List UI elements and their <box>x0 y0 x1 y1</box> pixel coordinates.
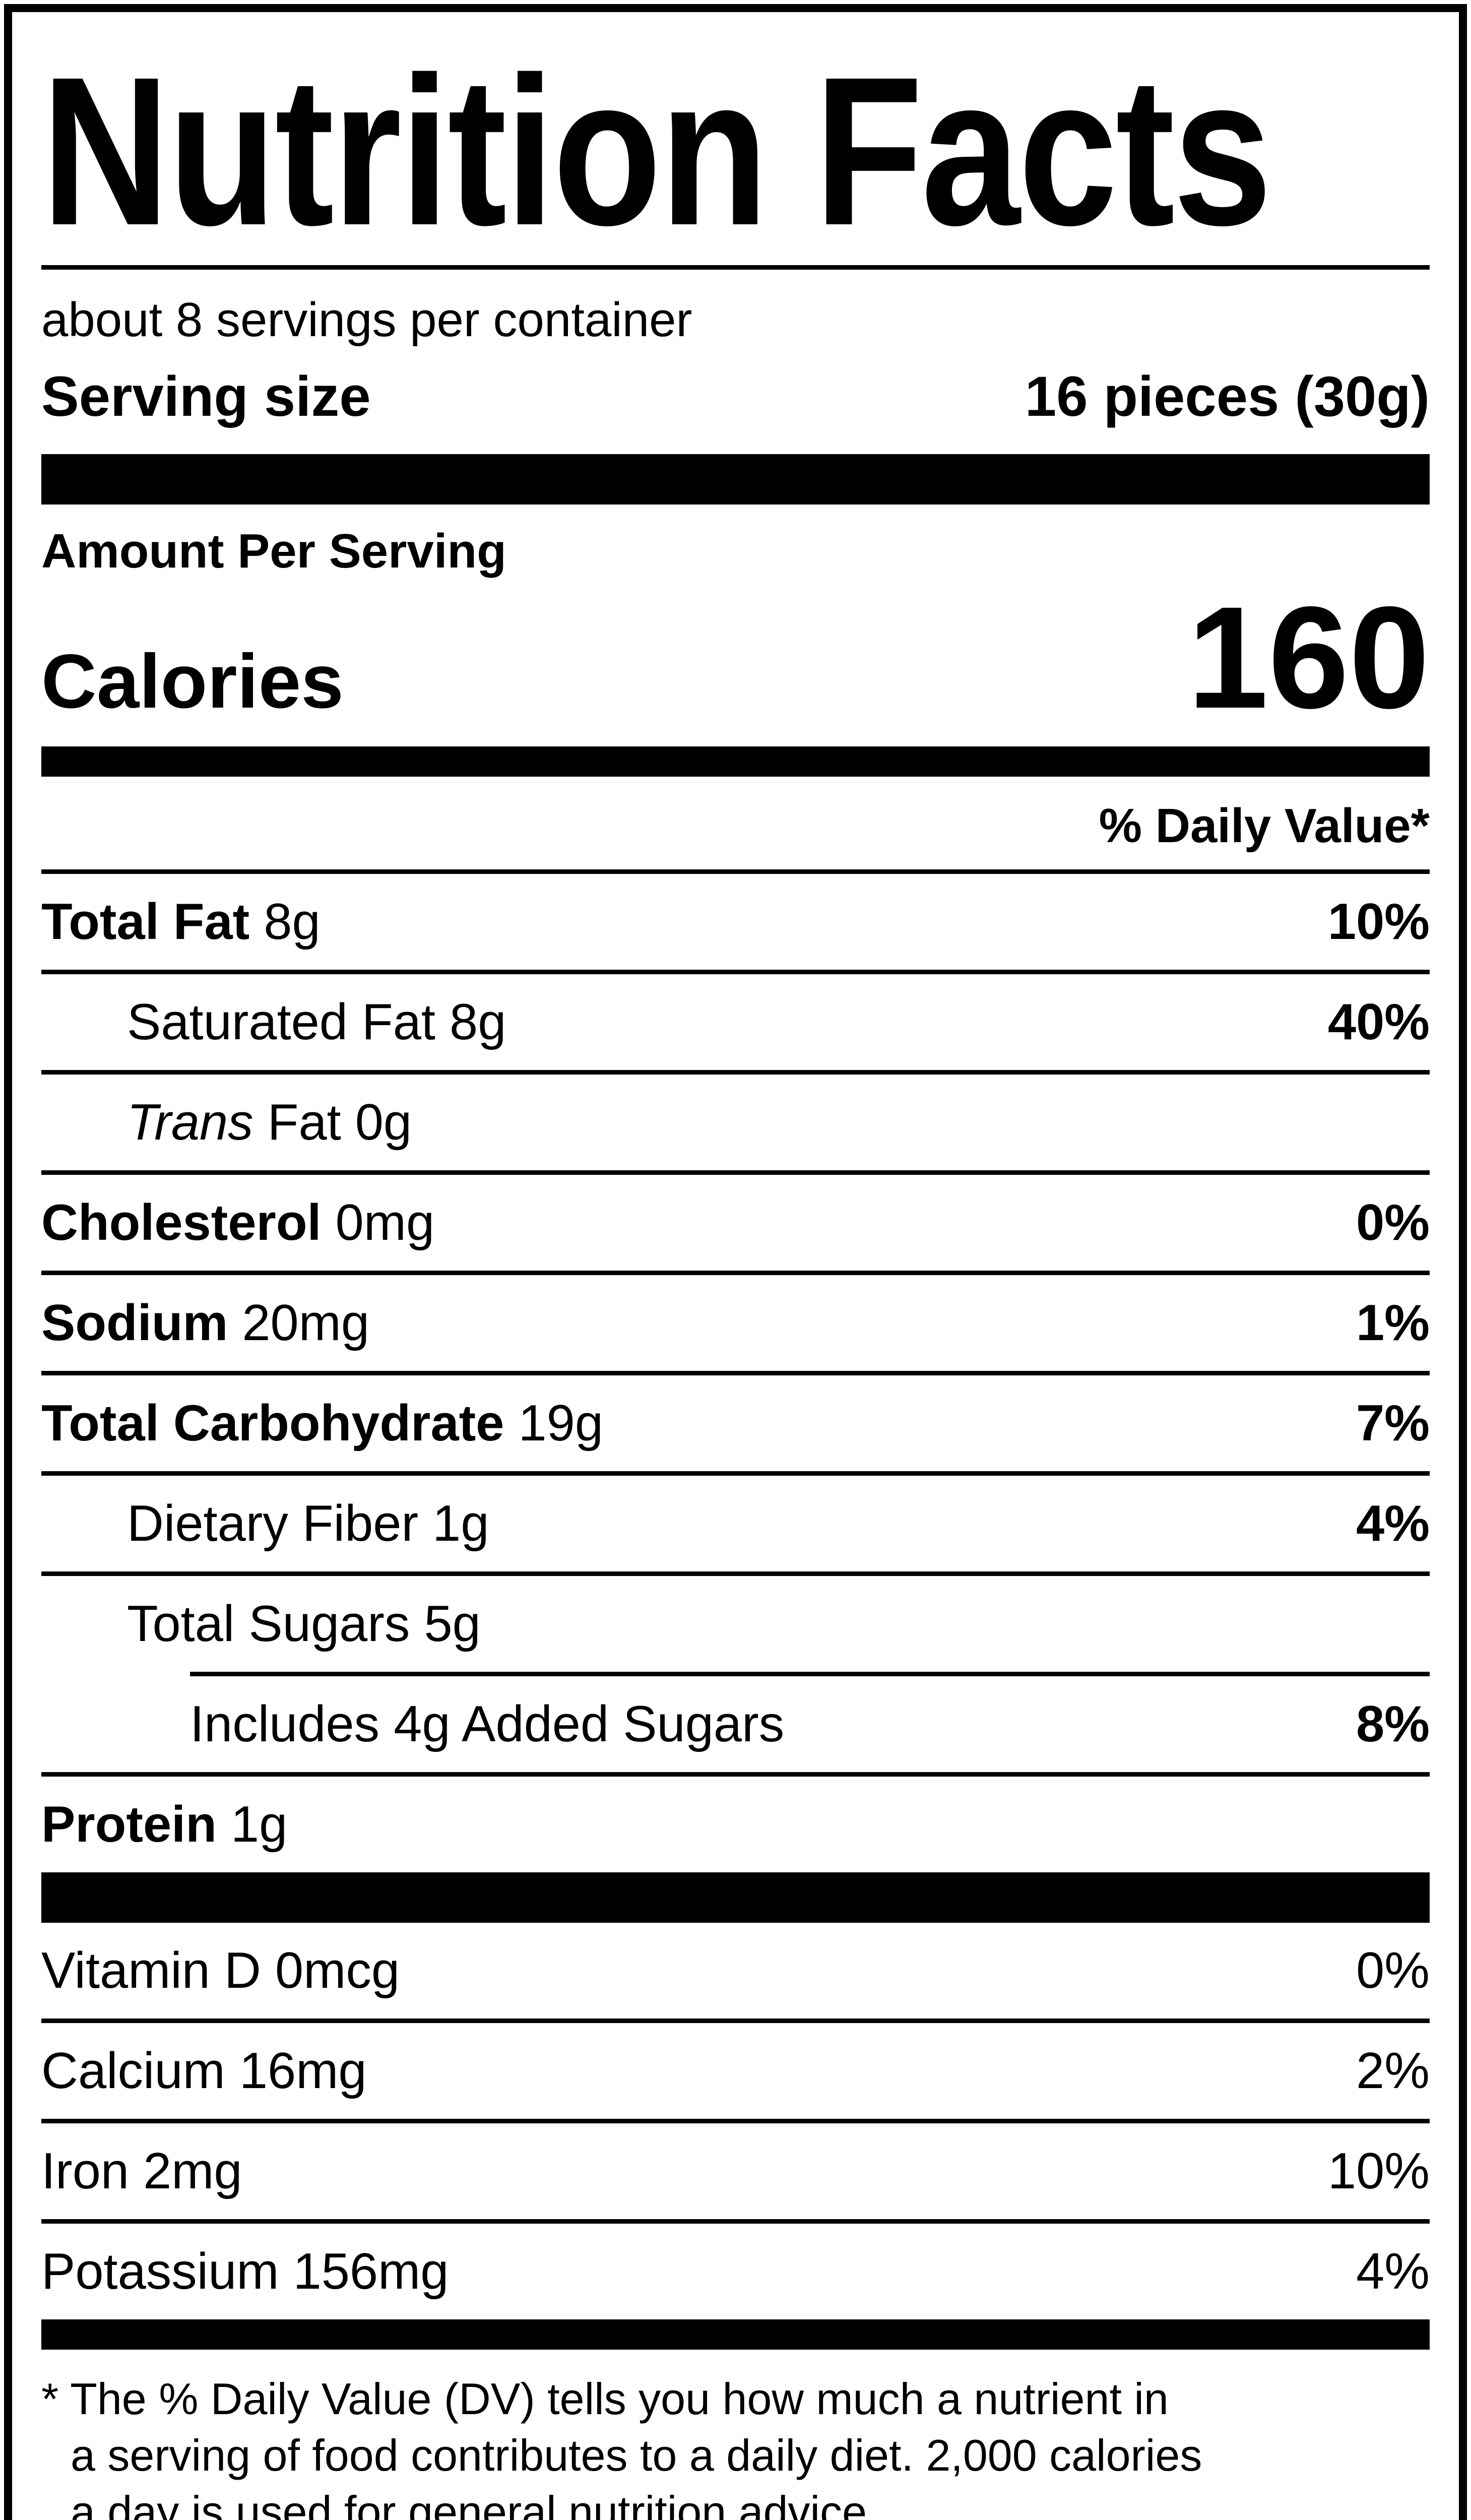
footnote-line: a day is used for general nutrition advi… <box>71 2487 879 2520</box>
nutrient-row: Total Fat 8g 10% <box>41 874 1430 970</box>
nutrient-row: Dietary Fiber 1g 4% <box>41 1476 1430 1571</box>
nutrient-name: Total Sugars 5g <box>127 1596 481 1652</box>
serving-size-label: Serving size <box>41 365 371 428</box>
nutrient-row: Total Carbohydrate 19g 7% <box>41 1375 1430 1471</box>
divider-rule <box>41 1571 1430 1576</box>
daily-value-percent: 2% <box>1356 2043 1430 2099</box>
nutrient-name: Potassium 156mg <box>41 2243 449 2300</box>
nutrient-row: Protein 1g <box>41 1777 1430 1872</box>
divider-rule <box>41 1471 1430 1476</box>
thick-divider-bar <box>41 1872 1430 1923</box>
vitamin-row: Iron 2mg 10% <box>41 2123 1430 2219</box>
vitamin-row: Calcium 16mg 2% <box>41 2023 1430 2119</box>
daily-value-percent: 10% <box>1327 2143 1430 2199</box>
footnote-line: * The % Daily Value (DV) tells you how m… <box>41 2374 1169 2424</box>
calories-row: Calories 160 <box>41 582 1430 746</box>
daily-value-header: % Daily Value* <box>1099 799 1430 853</box>
divider-rule <box>41 1371 1430 1375</box>
divider-rule <box>41 1170 1430 1175</box>
nutrient-row: Sodium 20mg 1% <box>41 1275 1430 1371</box>
footnote-line: a serving of food contributes to a daily… <box>71 2430 1202 2480</box>
servings-per-container: about 8 servings per container <box>41 293 692 347</box>
nutrition-facts-label: Nutrition Facts about 8 servings per con… <box>4 4 1467 2520</box>
divider-rule <box>41 1070 1430 1075</box>
divider-rule <box>41 970 1430 974</box>
daily-value-percent: 7% <box>1356 1395 1430 1452</box>
nutrient-name: Sodium 20mg <box>41 1295 370 1351</box>
daily-value-percent: 0% <box>1356 1942 1430 1999</box>
nutrient-name: Cholesterol 0mg <box>41 1194 435 1251</box>
label-title: Nutrition Facts <box>41 12 1430 265</box>
divider-rule <box>190 1672 1430 1676</box>
footnote: * The % Daily Value (DV) tells you how m… <box>41 2350 1430 2520</box>
daily-value-percent: 8% <box>1356 1696 1430 1752</box>
nutrient-row: Cholesterol 0mg 0% <box>41 1175 1430 1271</box>
divider-rule <box>41 1772 1430 1777</box>
nutrient-name: Protein 1g <box>41 1796 288 1853</box>
nutrient-rows-section: Total Fat 8g 10% Saturated Fat 8g 40% Trans … <box>41 874 1430 1872</box>
nutrient-name: Calcium 16mg <box>41 2043 367 2099</box>
nutrient-row: Total Sugars 5g <box>41 1576 1430 1672</box>
vitamin-row: Vitamin D 0mcg 0% <box>41 1923 1430 2019</box>
daily-value-percent: 4% <box>1356 1495 1430 1552</box>
vitamin-rows-section: Vitamin D 0mcg 0% Calcium 16mg 2% Iron 2mg 10… <box>41 1923 1430 2319</box>
nutrient-name: Total Carbohydrate 19g <box>41 1395 604 1452</box>
amount-per-serving-label: Amount Per Serving <box>41 524 506 578</box>
nutrient-row: Saturated Fat 8g 40% <box>41 974 1430 1070</box>
calories-value: 160 <box>1187 577 1430 739</box>
divider-rule <box>41 869 1430 874</box>
nutrient-row: Trans Fat 0g <box>41 1075 1430 1170</box>
daily-value-percent: 1% <box>1356 1295 1430 1351</box>
nutrient-name: Vitamin D 0mcg <box>41 1942 400 1999</box>
divider-rule <box>41 2119 1430 2123</box>
daily-value-percent: 10% <box>1327 894 1430 950</box>
nutrient-name: Trans Fat 0g <box>127 1094 412 1151</box>
vitamin-row: Potassium 156mg 4% <box>41 2224 1430 2319</box>
daily-value-percent: 0% <box>1356 1194 1430 1251</box>
thick-divider-bar <box>41 454 1430 505</box>
serving-size-value: 16 pieces (30g) <box>1025 365 1430 428</box>
nutrient-name: Total Fat 8g <box>41 894 321 950</box>
nutrient-row: Includes 4g Added Sugars 8% <box>41 1676 1430 1772</box>
divider-rule <box>41 1271 1430 1275</box>
nutrient-name: Includes 4g Added Sugars <box>190 1696 785 1752</box>
nutrient-name: Iron 2mg <box>41 2143 242 2199</box>
divider-rule <box>41 265 1430 270</box>
medium-divider-bar <box>41 746 1430 777</box>
daily-value-percent: 40% <box>1327 994 1430 1050</box>
label-title-text: Nutrition Facts <box>41 33 1272 270</box>
divider-rule <box>41 2019 1430 2023</box>
medium-divider-bar <box>41 2319 1430 2350</box>
divider-rule <box>41 2219 1430 2224</box>
daily-value-percent: 4% <box>1356 2243 1430 2300</box>
nutrient-name: Dietary Fiber 1g <box>127 1495 489 1552</box>
nutrient-name: Saturated Fat 8g <box>127 994 506 1050</box>
calories-label: Calories <box>41 639 344 724</box>
serving-size-row: Serving size 16 pieces (30g) <box>41 350 1430 454</box>
